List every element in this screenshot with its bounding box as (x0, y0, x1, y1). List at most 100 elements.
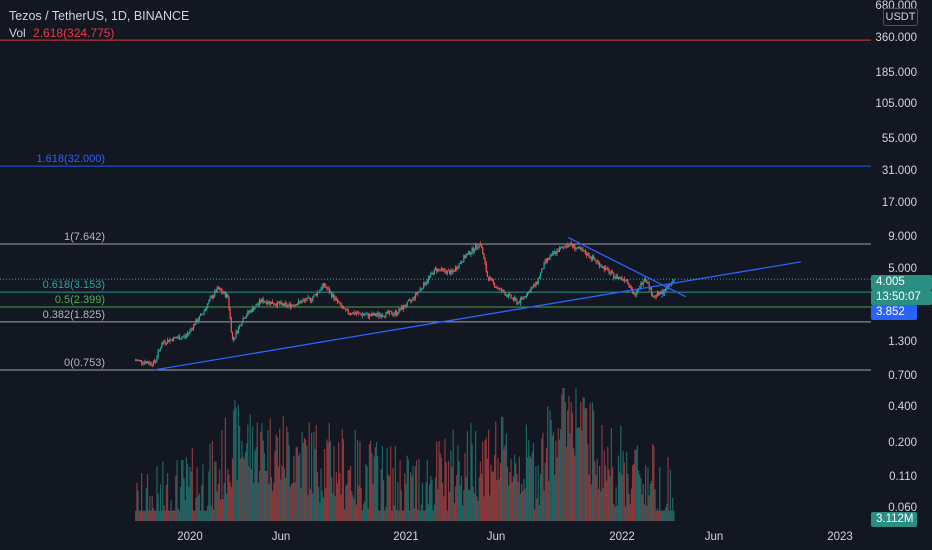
volume-bar (388, 476, 391, 521)
volume-bar (214, 461, 216, 521)
price-axis[interactable]: 680.000360.000185.000105.00055.00031.000… (875, 0, 917, 514)
candle-body (617, 277, 620, 279)
candle-body (490, 277, 492, 279)
candle-body (547, 258, 549, 261)
candle-body (646, 279, 648, 284)
candle-body (467, 251, 470, 254)
candle-body (218, 288, 221, 290)
candle-body (672, 281, 674, 283)
candle-body (476, 244, 478, 248)
volume-bar (143, 510, 145, 521)
candle-body (145, 361, 147, 364)
volume-bar (333, 446, 335, 521)
candle-body (536, 281, 538, 284)
volume-bar (552, 432, 555, 521)
candle-body (602, 266, 604, 268)
volume-bar (655, 510, 657, 521)
fibonacci-levels[interactable]: 2.618(324.775) 1.618(32.000) 1(7.642) 0.618… (0, 27, 871, 371)
volume-bar (492, 471, 494, 521)
candle-body (557, 250, 559, 252)
candle-body (563, 246, 565, 248)
candle-body (652, 294, 654, 297)
candle-body (410, 300, 412, 301)
volume-bar (489, 495, 491, 521)
volume-bar (191, 448, 193, 521)
volume-bar (483, 496, 485, 521)
candle-body (250, 310, 252, 312)
trendlines[interactable] (0, 236, 871, 371)
volume-bar (545, 448, 548, 521)
volume-bar (463, 489, 465, 521)
volume-bar (210, 505, 212, 521)
volume-bar (314, 448, 316, 521)
candle-body (512, 298, 515, 301)
candle-body (244, 317, 247, 319)
volume-bar (374, 447, 376, 521)
volume-bar (596, 458, 598, 521)
volume-bar (522, 491, 524, 521)
volume-bar (269, 418, 271, 521)
volume-bar (263, 452, 265, 521)
volume-bar (505, 433, 507, 521)
volume-bar (136, 482, 138, 521)
volume-bar (543, 490, 545, 521)
candle-body (227, 294, 229, 297)
volume-bar (233, 410, 235, 521)
volume-bar (155, 510, 157, 521)
volume-bar (563, 388, 565, 521)
candle-body (431, 272, 433, 274)
volume-bar (493, 455, 496, 521)
volume-bar (365, 464, 367, 521)
candle-body (412, 297, 414, 300)
volume-bar (647, 467, 649, 521)
candle-body (159, 348, 162, 350)
candle-body (204, 308, 206, 311)
candle-body (492, 279, 494, 283)
volume-bar (571, 412, 574, 521)
y-tick-label: 0.700 (888, 370, 917, 382)
volume-bar (286, 426, 288, 521)
candle-body (368, 314, 371, 318)
candle-body (267, 303, 269, 305)
volume-bar (240, 458, 242, 521)
candle-body (537, 278, 539, 284)
volume-bar (172, 510, 175, 521)
volume-bar (386, 447, 388, 521)
candle-body (426, 281, 428, 284)
volume-bar (602, 488, 604, 521)
volume-bar (482, 441, 484, 521)
volume-bar (303, 438, 306, 521)
volume-bar (424, 510, 426, 521)
candle-body (353, 312, 355, 315)
fib-label: 0(0.753) (64, 357, 105, 369)
volume-bar (354, 429, 356, 521)
candle-body (554, 251, 556, 254)
volume-bar (583, 398, 585, 521)
candle-body (478, 243, 480, 248)
volume-bar (280, 479, 282, 521)
volume-bar (408, 510, 411, 521)
candle-body (584, 250, 587, 254)
volume-bar (665, 507, 667, 521)
volume-bar (630, 488, 633, 521)
volume-bar (272, 490, 274, 521)
volume-bar (364, 501, 366, 521)
volume-value-tag: 3.112M (871, 512, 917, 527)
candle-body (294, 304, 296, 306)
candle-body (589, 257, 591, 258)
currency-button[interactable]: USDT (883, 8, 918, 26)
volume-bar (246, 443, 248, 521)
volume-bar (582, 397, 584, 521)
candle-body (286, 303, 288, 307)
volume-bar (653, 446, 655, 521)
volume-bar (547, 406, 549, 521)
candle-body (214, 290, 216, 296)
volume-bar (561, 394, 563, 521)
time-axis[interactable]: 2020 Jun 2021 Jun 2022 Jun 2023 (177, 531, 853, 543)
volume-bar (509, 472, 511, 521)
candle-body (558, 248, 561, 252)
volume-bar (150, 510, 152, 521)
volume-bar (170, 500, 172, 521)
candle-body (253, 307, 255, 310)
